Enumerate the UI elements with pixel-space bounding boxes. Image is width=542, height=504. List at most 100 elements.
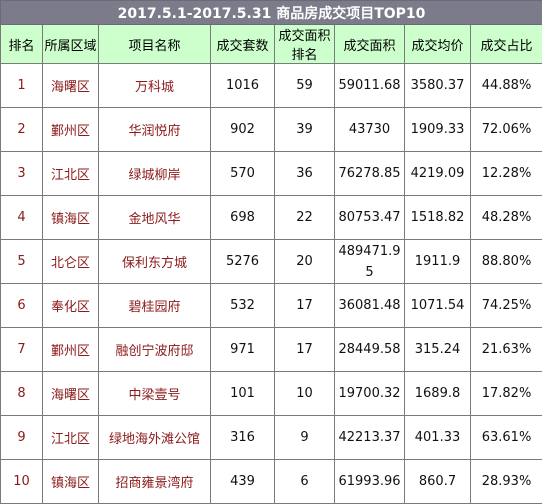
header-rank: 排名 (1, 25, 43, 64)
cell-units: 971 (211, 328, 275, 372)
cell-size: 28449.58 (335, 328, 405, 372)
cell-ratio: 63.61% (471, 416, 542, 460)
cell-area: 江北区 (43, 152, 99, 196)
cell-size: 76278.85 (335, 152, 405, 196)
cell-size: 80753.47 (335, 196, 405, 240)
header-area-rank: 成交面积排名 (275, 25, 335, 64)
cell-size: 43730 (335, 108, 405, 152)
cell-area-rank: 20 (275, 240, 335, 284)
cell-area-rank: 9 (275, 416, 335, 460)
header-area: 所属区域 (43, 25, 99, 64)
cell-area-rank: 6 (275, 460, 335, 504)
cell-area-rank: 59 (275, 64, 335, 108)
cell-size: 489471.95 (335, 240, 405, 284)
cell-size: 61993.96 (335, 460, 405, 504)
cell-project-name: 碧桂园府 (99, 284, 211, 328)
cell-area: 镇海区 (43, 196, 99, 240)
header-ratio: 成交占比 (471, 25, 542, 64)
cell-price: 4219.09 (405, 152, 471, 196)
cell-area: 北仑区 (43, 240, 99, 284)
cell-price: 315.24 (405, 328, 471, 372)
cell-rank: 1 (1, 64, 43, 108)
cell-price: 1071.54 (405, 284, 471, 328)
cell-rank: 6 (1, 284, 43, 328)
header-units: 成交套数 (211, 25, 275, 64)
cell-area: 镇海区 (43, 460, 99, 504)
cell-size: 42213.37 (335, 416, 405, 460)
cell-price: 1518.82 (405, 196, 471, 240)
cell-project-name: 万科城 (99, 64, 211, 108)
cell-ratio: 17.82% (471, 372, 542, 416)
header-row: 排名 所属区域 项目名称 成交套数 成交面积排名 成交面积 成交均价 成交占比 (1, 25, 542, 64)
cell-ratio: 12.28% (471, 152, 542, 196)
cell-area-rank: 17 (275, 328, 335, 372)
cell-project-name: 保利东方城 (99, 240, 211, 284)
cell-size: 19700.32 (335, 372, 405, 416)
cell-size: 59011.68 (335, 64, 405, 108)
cell-rank: 2 (1, 108, 43, 152)
cell-price: 3580.37 (405, 64, 471, 108)
cell-project-name: 融创宁波府邸 (99, 328, 211, 372)
cell-units: 1016 (211, 64, 275, 108)
cell-price: 1909.33 (405, 108, 471, 152)
cell-rank: 3 (1, 152, 43, 196)
cell-units: 439 (211, 460, 275, 504)
cell-project-name: 招商雍景湾府 (99, 460, 211, 504)
cell-area: 海曙区 (43, 64, 99, 108)
header-price: 成交均价 (405, 25, 471, 64)
cell-ratio: 88.80% (471, 240, 542, 284)
cell-project-name: 绿城柳岸 (99, 152, 211, 196)
cell-units: 316 (211, 416, 275, 460)
cell-area-rank: 17 (275, 284, 335, 328)
cell-ratio: 21.63% (471, 328, 542, 372)
cell-area-rank: 10 (275, 372, 335, 416)
cell-ratio: 74.25% (471, 284, 542, 328)
cell-ratio: 72.06% (471, 108, 542, 152)
cell-project-name: 金地风华 (99, 196, 211, 240)
cell-ratio: 48.28% (471, 196, 542, 240)
cell-area-rank: 36 (275, 152, 335, 196)
cell-rank: 4 (1, 196, 43, 240)
cell-ratio: 44.88% (471, 64, 542, 108)
cell-size: 36081.48 (335, 284, 405, 328)
cell-units: 902 (211, 108, 275, 152)
cell-rank: 9 (1, 416, 43, 460)
cell-project-name: 华润悦府 (99, 108, 211, 152)
header-project-name: 项目名称 (99, 25, 211, 64)
cell-area: 江北区 (43, 416, 99, 460)
cell-area: 奉化区 (43, 284, 99, 328)
cell-rank: 7 (1, 328, 43, 372)
cell-area-rank: 22 (275, 196, 335, 240)
cell-area-rank: 39 (275, 108, 335, 152)
cell-project-name: 中梁壹号 (99, 372, 211, 416)
cell-price: 860.7 (405, 460, 471, 504)
cell-units: 570 (211, 152, 275, 196)
cell-price: 1911.9 (405, 240, 471, 284)
cell-area: 鄞州区 (43, 108, 99, 152)
cell-price: 1689.8 (405, 372, 471, 416)
cell-ratio: 28.93% (471, 460, 542, 504)
cell-area: 海曙区 (43, 372, 99, 416)
cell-units: 698 (211, 196, 275, 240)
cell-rank: 8 (1, 372, 43, 416)
cell-area: 鄞州区 (43, 328, 99, 372)
cell-units: 5276 (211, 240, 275, 284)
header-size: 成交面积 (335, 25, 405, 64)
cell-units: 101 (211, 372, 275, 416)
table-title: 2017.5.1-2017.5.31 商品房成交项目TOP10 (1, 1, 542, 25)
cell-project-name: 绿地海外滩公馆 (99, 416, 211, 460)
cell-rank: 10 (1, 460, 43, 504)
title-row: 2017.5.1-2017.5.31 商品房成交项目TOP10 (1, 1, 542, 25)
cell-price: 401.33 (405, 416, 471, 460)
